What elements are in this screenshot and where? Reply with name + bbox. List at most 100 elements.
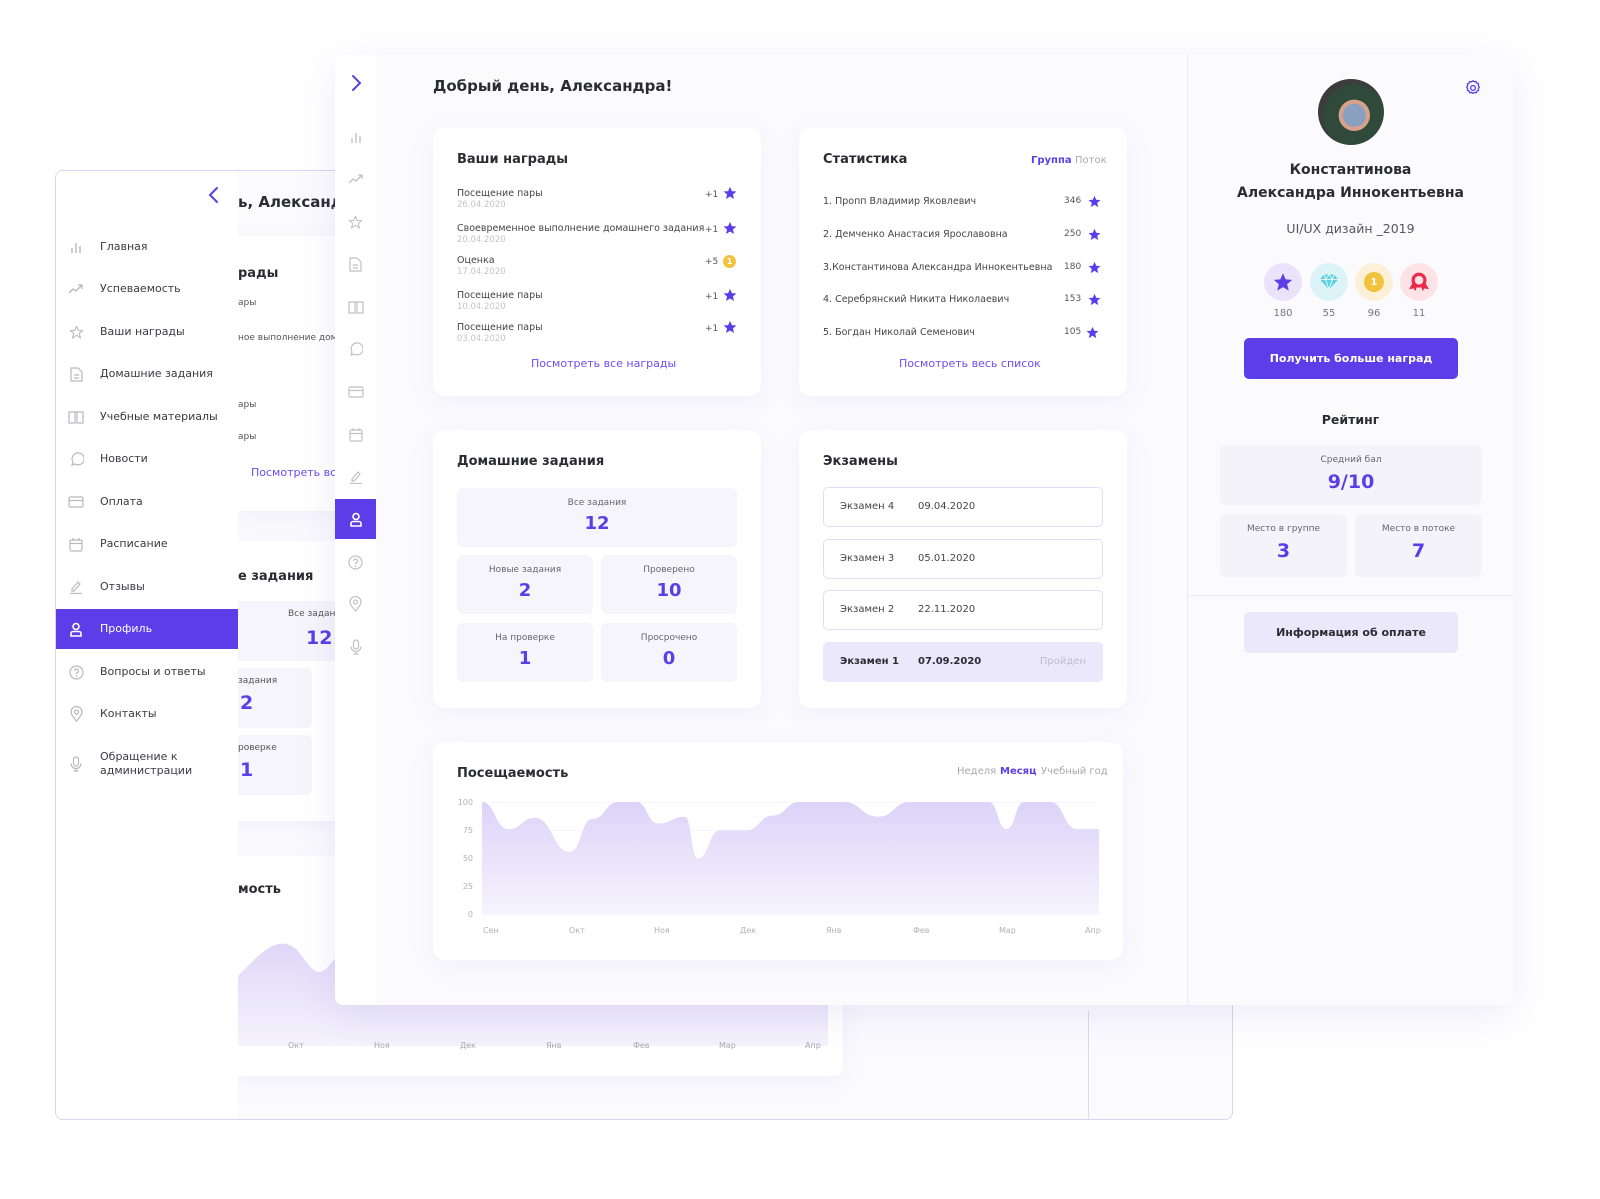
back-stat-label: задания xyxy=(238,676,278,686)
rail-item-awards[interactable] xyxy=(335,202,376,242)
y-tick: 50 xyxy=(462,854,473,863)
sidebar-item-contacts[interactable]: Контакты xyxy=(56,694,238,734)
expand-sidebar-button[interactable] xyxy=(348,73,364,93)
star-icon xyxy=(1087,227,1101,241)
stat-checked[interactable]: Проверено 10 xyxy=(601,555,737,614)
tab-month[interactable]: Месяц xyxy=(1000,766,1037,777)
statistics-title: Статистика xyxy=(823,152,908,167)
tab-week[interactable]: Неделя xyxy=(957,766,997,777)
coin-icon: 1 xyxy=(723,255,736,268)
exam-row[interactable]: Экзамен 3 05.01.2020 xyxy=(823,539,1103,579)
sidebar-item-label: Расписание xyxy=(100,537,168,550)
award-name: Посещение пары xyxy=(457,322,543,333)
award-points: +1 xyxy=(705,225,719,235)
microphone-icon xyxy=(349,639,362,655)
exam-row-passed[interactable]: Экзамен 1 07.09.2020 Пройден xyxy=(823,642,1103,682)
user-icon xyxy=(349,512,362,527)
sidebar-item-home[interactable]: Главная xyxy=(56,227,238,267)
back-homework-card: е задания Все задан 12 задания 2 роверке… xyxy=(228,541,348,821)
award-points: +1 xyxy=(705,324,719,334)
profile-name-line2: Александра Иннокентьевна xyxy=(1237,185,1464,201)
award-points: +1 xyxy=(705,190,719,200)
stat-label: Новые задания xyxy=(488,565,562,575)
sidebar-item-reviews[interactable]: Отзывы xyxy=(56,567,238,607)
rail-item-homework[interactable] xyxy=(335,244,376,284)
avatar[interactable] xyxy=(1318,79,1384,145)
exam-row[interactable]: Экзамен 4 09.04.2020 xyxy=(823,487,1103,527)
rail-item-materials[interactable] xyxy=(335,287,376,327)
sidebar-item-payment[interactable]: Оплата xyxy=(56,482,238,522)
stat-label: На проверке xyxy=(495,633,555,643)
rail-item-progress[interactable] xyxy=(335,159,376,199)
payment-info-button[interactable]: Информация об оплате xyxy=(1244,612,1458,653)
star-icon xyxy=(1087,194,1101,208)
diamond-icon xyxy=(1319,273,1339,291)
sidebar-item-profile[interactable]: Профиль xyxy=(56,609,238,649)
back-view-all-awards-link[interactable]: Посмотреть все xyxy=(251,466,343,479)
stat-label: Место в потоке xyxy=(1381,524,1456,534)
chevron-left-icon xyxy=(208,187,218,203)
stat-new-tasks[interactable]: Новые задания 2 xyxy=(457,555,593,614)
rail-item-reviews[interactable] xyxy=(335,457,376,497)
view-full-list-link[interactable]: Посмотреть весь список xyxy=(899,357,1041,370)
leaderboard-score: 180 xyxy=(1064,262,1082,272)
back-stat-value: 2 xyxy=(240,692,254,714)
exam-date: 22.11.2020 xyxy=(918,604,976,615)
star-icon xyxy=(723,288,737,302)
x-tick: Ноя xyxy=(654,926,670,935)
back-panel-divider xyxy=(1088,1011,1089,1119)
sidebar-item-homework[interactable]: Домашние задания xyxy=(56,354,238,394)
card-icon xyxy=(347,386,364,398)
award-date: 03.04.2020 xyxy=(457,334,506,344)
rail-item-contacts[interactable] xyxy=(335,584,376,624)
stat-label: Все задания xyxy=(567,498,627,508)
stat-overdue[interactable]: Просрочено 0 xyxy=(601,623,737,682)
award-date: 17.04.2020 xyxy=(457,267,506,277)
stat-label: Место в группе xyxy=(1246,524,1321,534)
back-greeting: ь, Александр xyxy=(238,193,354,211)
sidebar-item-schedule[interactable]: Расписание xyxy=(56,524,238,564)
profile-name-line1: Константинова xyxy=(1289,162,1412,178)
sidebar-item-faq[interactable]: Вопросы и ответы xyxy=(56,652,238,692)
view-all-awards-link[interactable]: Посмотреть все награды xyxy=(531,357,677,370)
rail-item-schedule[interactable] xyxy=(335,414,376,454)
rail-item-admin-request[interactable] xyxy=(335,627,376,667)
sidebar-item-news[interactable]: Новости xyxy=(56,439,238,479)
sidebar-item-progress[interactable]: Успеваемость xyxy=(56,269,238,309)
sidebar-item-materials[interactable]: Учебные материалы xyxy=(56,397,238,437)
tab-school-year[interactable]: Учебный год xyxy=(1041,766,1108,777)
chat-icon xyxy=(68,451,84,467)
sidebar-item-label: Учебные материалы xyxy=(100,410,218,423)
leaderboard-score: 346 xyxy=(1064,196,1082,206)
question-icon xyxy=(68,664,84,680)
rail-item-payment[interactable] xyxy=(335,372,376,412)
get-more-awards-button[interactable]: Получить больше наград xyxy=(1244,338,1458,379)
stat-all-tasks[interactable]: Все задания 12 xyxy=(457,488,737,547)
label-line: Обращение к xyxy=(100,750,178,763)
sidebar-item-admin-request[interactable]: Обращение к администрации xyxy=(56,741,238,787)
book-icon xyxy=(68,409,84,425)
exam-row[interactable]: Экзамен 2 22.11.2020 xyxy=(823,590,1103,630)
exam-date: 07.09.2020 xyxy=(918,656,982,667)
tab-stream[interactable]: Поток xyxy=(1075,155,1107,166)
award-date: 10.04.2020 xyxy=(457,302,506,312)
sidebar-collapsed xyxy=(335,55,376,1005)
badge-count: 180 xyxy=(1273,308,1293,319)
exam-name: Экзамен 2 xyxy=(840,604,895,615)
back-x-tick: Ноя xyxy=(374,1041,390,1050)
back-stat-new: задания 2 xyxy=(228,668,312,728)
x-tick: Окт xyxy=(569,926,585,935)
leaderboard-name: 2. Демченко Анастасия Ярославовна xyxy=(823,229,1008,240)
stat-in-review[interactable]: На проверке 1 xyxy=(457,623,593,682)
rail-item-home[interactable] xyxy=(335,117,376,157)
collapse-sidebar-button[interactable] xyxy=(206,185,222,205)
pencil-icon xyxy=(349,471,362,484)
settings-button[interactable] xyxy=(1464,79,1482,97)
sidebar-item-awards[interactable]: Ваши награды xyxy=(56,312,238,352)
tab-group[interactable]: Группа xyxy=(1031,155,1072,166)
rail-item-news[interactable] xyxy=(335,329,376,369)
rail-item-faq[interactable] xyxy=(335,542,376,582)
rail-item-profile[interactable] xyxy=(335,499,376,539)
chevron-right-icon xyxy=(352,75,362,91)
stat-value: 1 xyxy=(518,648,532,669)
